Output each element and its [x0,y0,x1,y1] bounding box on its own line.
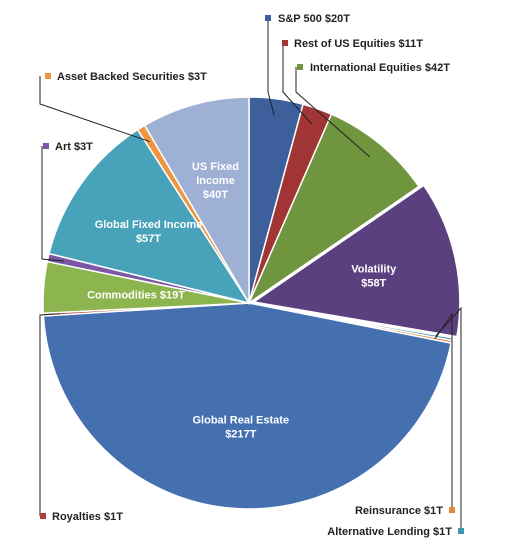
label-asset-backed-securities: Asset Backed Securities $3T [57,71,207,83]
leader-art [41,146,65,262]
label-s-p-500: S&P 500 $20T [278,13,350,25]
label-global-real-estate: Global Real Estate $217T [192,414,289,440]
label-royalties: Royalties $1T [52,511,123,523]
marker-international-equities [297,64,303,70]
label-us-fixed-income: US Fixed Income $40T [192,161,239,201]
label-international-equities: International Equities $42T [310,62,450,74]
label-rest-of-us-equities: Rest of US Equities $11T [294,38,423,50]
leader-asset-backed-securities [39,76,150,143]
slice-global-real-estate [42,302,452,510]
label-global-fixed-income: Global Fixed Income $57T [95,219,203,245]
pie-slices [42,96,461,510]
leader-international-equities [295,67,371,158]
label-art: Art $3T [55,141,93,153]
marker-rest-of-us-equities [282,40,288,46]
label-alternative-lending: Alternative Lending $1T [327,526,452,538]
marker-asset-backed-securities [45,73,51,79]
marker-art [43,143,49,149]
leader-royalties [39,313,60,516]
label-volatility: Volatility $58T [351,264,397,290]
label-reinsurance: Reinsurance $1T [355,505,443,517]
slice-us-fixed-income [143,96,250,306]
marker-royalties [40,513,46,519]
label-commodities: Commodities $19T [87,289,185,301]
slice-international-equities [247,113,420,306]
leader-alternative-lending [435,306,462,531]
slice-global-fixed-income [48,128,251,305]
marker-s-p-500 [265,15,271,21]
leader-s-p-500 [267,18,275,116]
marker-alternative-lending [458,528,464,534]
leader-lines [39,18,462,531]
leader-reinsurance [434,312,453,510]
marker-reinsurance [449,507,455,513]
leader-rest-of-us-equities [282,43,313,125]
slice-labels: S&P 500 $20T Rest of US Equities $11T Inte… [40,13,464,538]
slice-volatility [251,184,461,338]
